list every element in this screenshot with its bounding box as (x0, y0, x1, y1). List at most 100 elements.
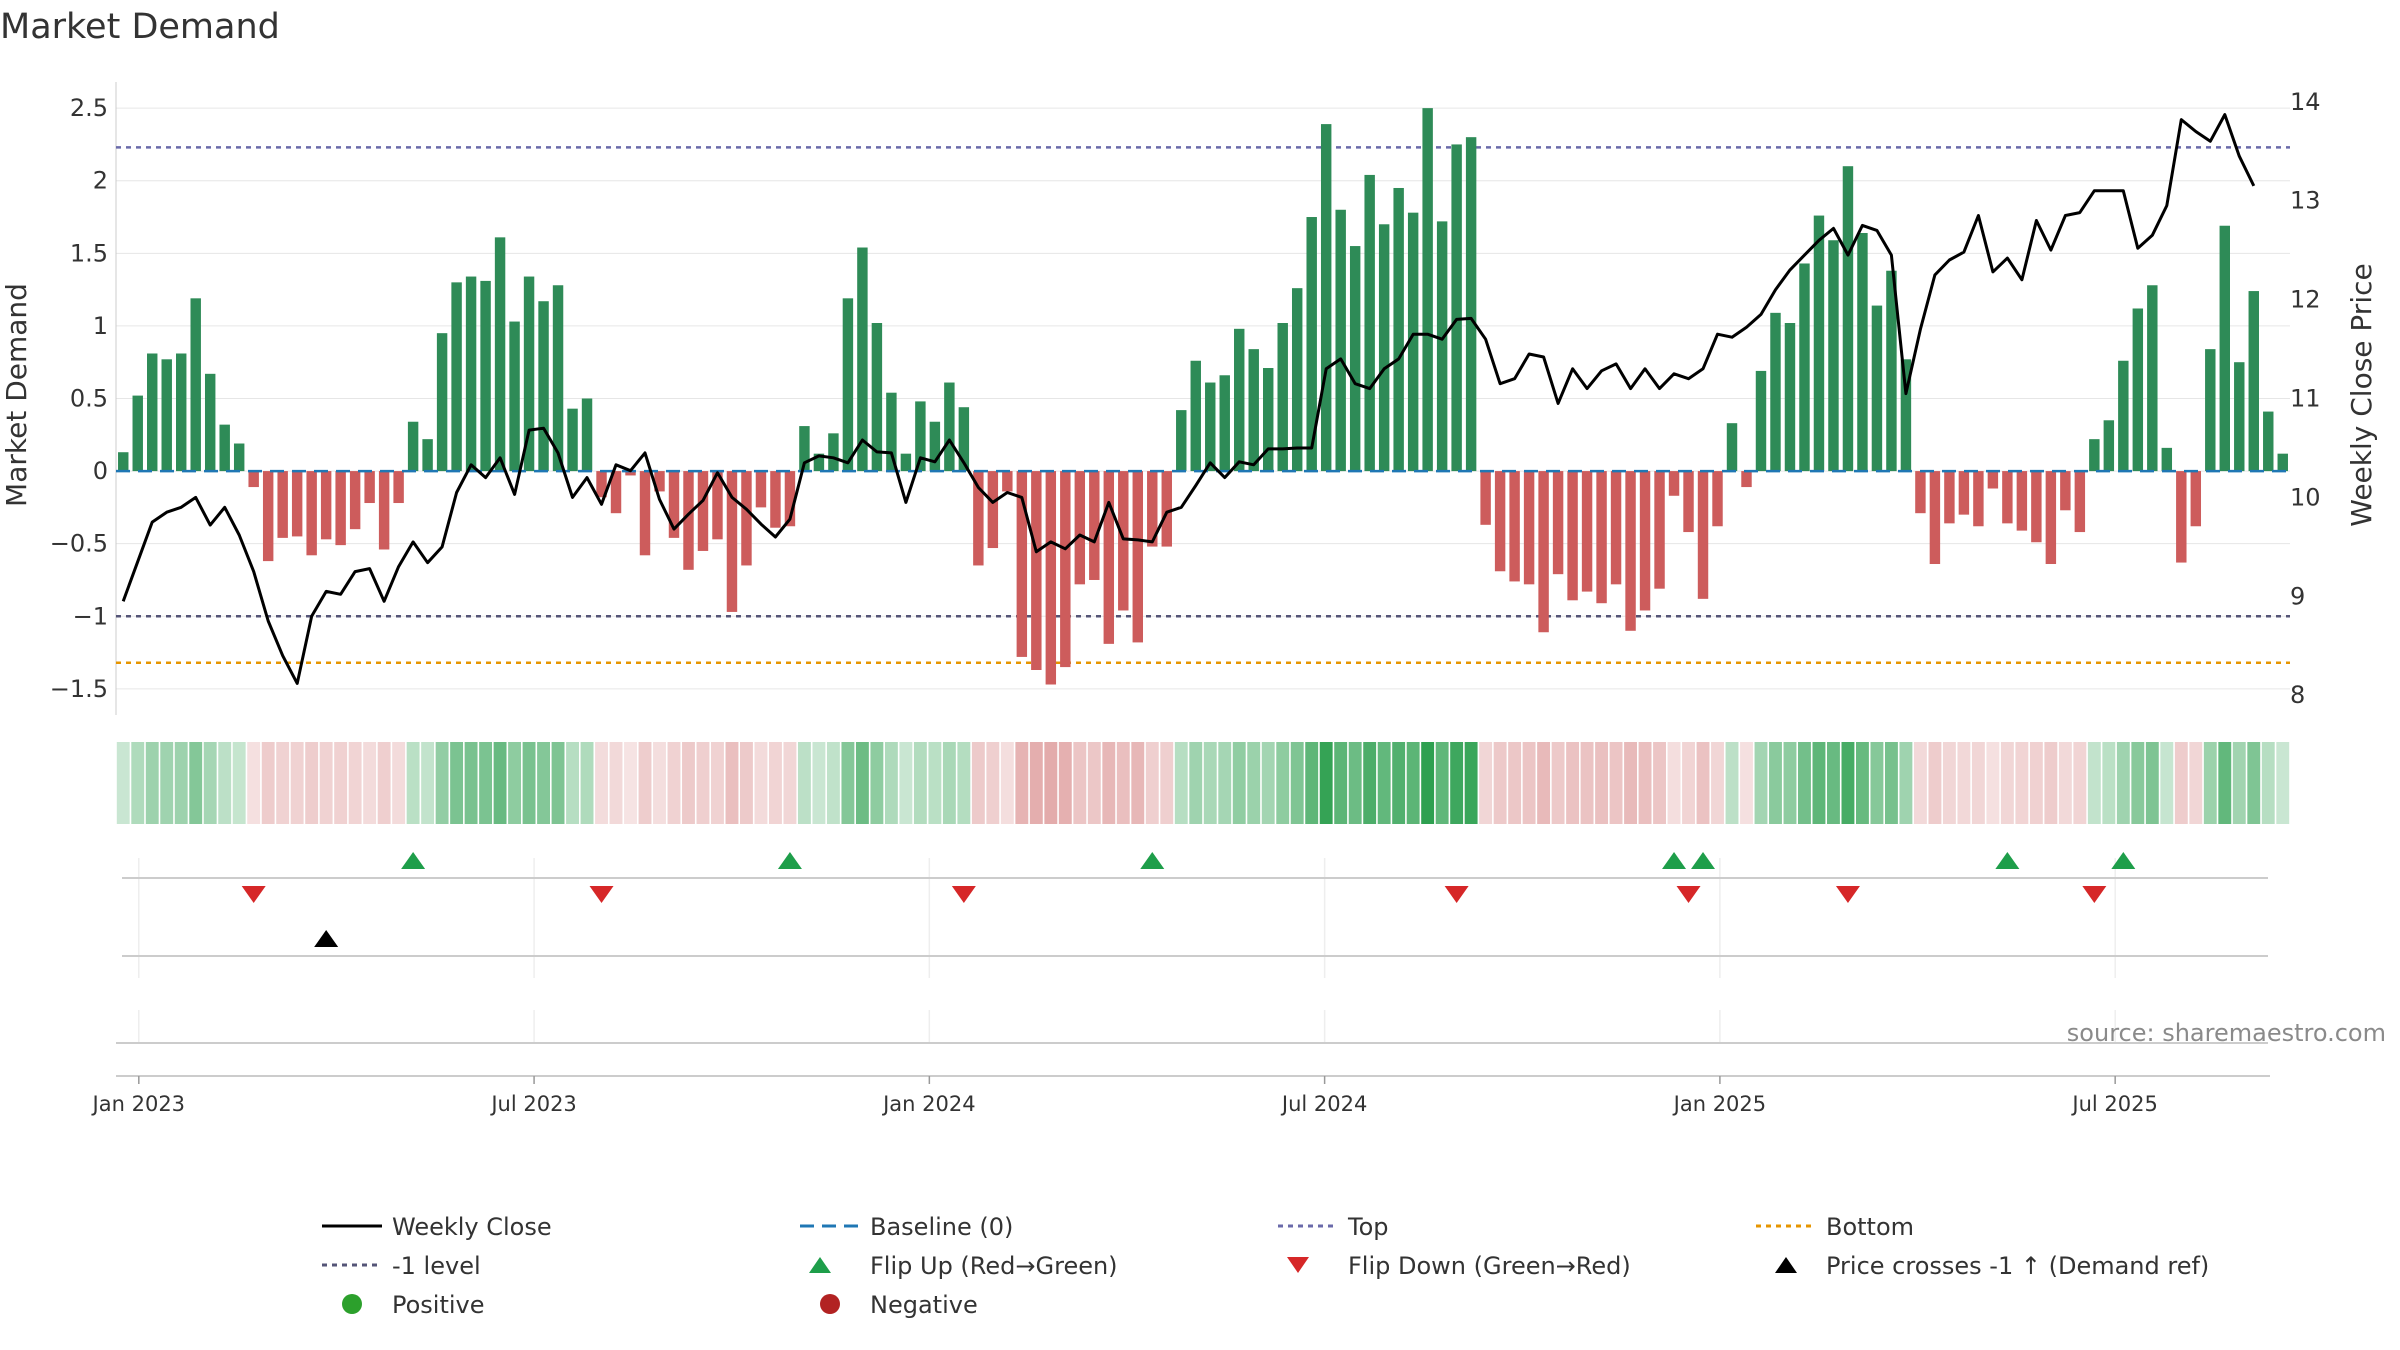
flip-up-marker (1140, 852, 1165, 869)
heat-strip-cell (595, 742, 608, 824)
demand-bar-positive (900, 453, 912, 472)
demand-bar-positive (190, 298, 201, 472)
heat-strip-cell (1334, 742, 1348, 824)
heat-strip-cell (1638, 742, 1652, 824)
demand-bar-positive (1291, 288, 1303, 472)
demand-bar-negative (726, 471, 738, 612)
heat-strip-cell (435, 742, 449, 824)
demand-bar-positive (1842, 166, 1854, 472)
heat-strip-cell (1102, 742, 1116, 824)
heat-strip-cell (913, 742, 927, 824)
demand-bar-positive (2161, 447, 2173, 472)
y-tick-label: 0 (93, 457, 108, 485)
demand-bar-negative (2176, 471, 2187, 563)
heat-strip-cell (1783, 742, 1797, 824)
heat-strip-cell (1769, 742, 1782, 824)
heat-strip-cell (725, 742, 739, 824)
demand-bar-positive (2277, 453, 2288, 472)
heat-strip-cell (2218, 742, 2232, 824)
heat-strip-cell (1073, 742, 1087, 824)
demand-bar-negative (1118, 471, 1129, 611)
heat-strip-cell (667, 742, 681, 824)
heat-strip-cell (1754, 742, 1768, 824)
heat-strip-cell (1812, 742, 1826, 824)
demand-bar-negative (2045, 471, 2057, 565)
heat-strip-cell (1957, 742, 1971, 824)
demand-bar-negative (1581, 471, 1593, 592)
heat-strip-cell (464, 742, 478, 824)
demand-bar-positive (813, 453, 825, 472)
demand-bar-positive (567, 408, 578, 472)
heat-strip-cell (682, 742, 695, 824)
flip-down-marker (2082, 886, 2107, 903)
heat-strip-cell (1856, 742, 1869, 824)
demand-bar-positive (538, 301, 549, 472)
demand-bar-positive (1248, 349, 1259, 472)
y2-tick-label: 10 (2290, 483, 2321, 511)
heat-strip-cell (2276, 742, 2290, 824)
event-panels (116, 852, 2270, 1077)
legend-weekly-close-label: Weekly Close (392, 1213, 552, 1241)
demand-bar-positive (219, 424, 230, 472)
heat-strip-cell (406, 742, 420, 824)
demand-bar-negative (393, 471, 404, 504)
heat-strip-cell (1798, 742, 1811, 824)
flip-down-marker (241, 886, 266, 903)
heat-strip-cell (609, 742, 623, 824)
demand-bar-positive (842, 298, 854, 472)
flip-up-marker (401, 852, 426, 869)
heat-strip-cell (1348, 742, 1362, 824)
flip-down-marker (1444, 886, 1469, 903)
heat-strip-cell (566, 742, 579, 824)
demand-bar-negative (639, 471, 651, 556)
demand-bar-positive (1784, 323, 1796, 472)
demand-bar-negative (987, 471, 999, 549)
demand-bar-negative (1596, 471, 1607, 604)
y2-tick-label: 11 (2290, 385, 2321, 413)
heat-strip-cell (1058, 742, 1072, 824)
heat-strip-cell (189, 742, 203, 824)
demand-bar-positive (1320, 124, 1332, 472)
demand-bar-positive (915, 401, 926, 472)
demand-bar-negative (1147, 471, 1158, 547)
demand-bar-negative (1060, 471, 1071, 668)
demand-bar-positive (1422, 108, 1433, 472)
demand-bar-positive (1277, 323, 1288, 472)
heat-strip-cell (522, 742, 536, 824)
heat-strip-cell (290, 742, 304, 824)
demand-bar-negative (2002, 471, 2013, 524)
demand-bar-positive (1813, 215, 1825, 472)
heat-strip-cell (2145, 742, 2159, 824)
demand-bar-negative (1567, 471, 1578, 601)
left-axis-ticks: 2.5 2 1.5 1 0.5 0 −0.5 −1 −1.5 (50, 94, 108, 703)
flip-down-marker (589, 886, 614, 903)
legend: Weekly Close Baseline (0) Top Bottom -1 … (322, 1213, 2209, 1319)
demand-bar-negative (1610, 471, 1622, 585)
demand-bar-negative (2016, 471, 2028, 531)
demand-bar-negative (1523, 471, 1535, 585)
demand-bar-negative (277, 471, 288, 538)
demand-bar-negative (1031, 471, 1042, 670)
demand-bar-negative (1509, 471, 1520, 582)
demand-bar-negative (755, 471, 767, 508)
demand-bar-positive (422, 439, 433, 472)
demand-bar-positive (1190, 360, 1201, 472)
demand-bar-positive (2103, 420, 2115, 472)
heat-strip-cell (1189, 742, 1203, 824)
y-tick-label: 1.5 (70, 239, 108, 267)
demand-bar-negative (1552, 471, 1564, 575)
heat-strip-cell (1522, 742, 1536, 824)
heat-strip-cell (348, 742, 362, 824)
heat-strip-cell (131, 742, 145, 824)
demand-bar-positive (494, 237, 506, 472)
heat-strip-cell (276, 742, 290, 824)
heat-strip-cell (2044, 742, 2058, 824)
demand-bar-positive (509, 321, 520, 472)
demand-bar-negative (1161, 471, 1172, 547)
flip-down-marker (1835, 886, 1860, 903)
demand-bar-positive (1770, 312, 1781, 472)
heat-strip-cell (1421, 742, 1435, 824)
heat-strip-cell (1566, 742, 1580, 824)
y-tick-label: 2 (93, 167, 108, 195)
heat-strip-cell (2116, 742, 2130, 824)
